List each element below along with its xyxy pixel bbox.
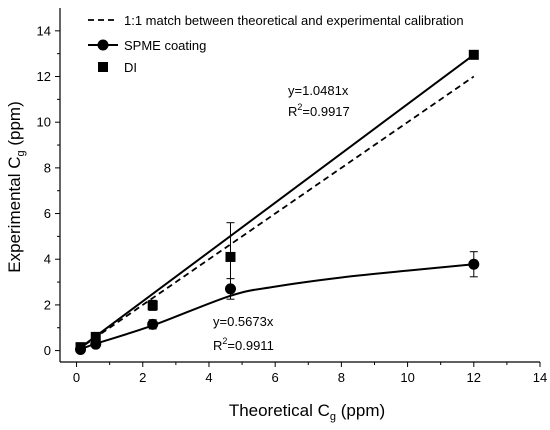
y-tick-label: 10 bbox=[37, 115, 51, 130]
spme-point bbox=[147, 318, 159, 330]
spme-point bbox=[224, 283, 236, 295]
di-point bbox=[225, 251, 236, 262]
x-tick-label: 2 bbox=[139, 370, 146, 385]
y-axis-title: Experimental Cg (ppm) bbox=[5, 101, 27, 272]
annotation-spme-fit: y=0.5673x R2=0.9911 bbox=[213, 314, 274, 353]
x-tick-label: 12 bbox=[467, 370, 481, 385]
annotation-di-r2-prefix: R bbox=[288, 104, 297, 119]
x-tick-label: 4 bbox=[205, 370, 212, 385]
spme-point bbox=[468, 258, 480, 270]
x-tick-label: 8 bbox=[338, 370, 345, 385]
y-axis-title-unit: (ppm) bbox=[5, 101, 24, 150]
annotation-di-fit: y=1.0481x R2=0.9917 bbox=[288, 83, 350, 119]
y-tick-label: 14 bbox=[37, 23, 51, 38]
x-axis-title-unit: (ppm) bbox=[336, 401, 385, 420]
y-tick-label: 12 bbox=[37, 69, 51, 84]
annotation-spme-r2: R2=0.9911 bbox=[213, 336, 274, 353]
plot-area: 0 2 4 6 8 10 12 14 0 2 4 6 8 10 12 14 bbox=[37, 8, 547, 385]
annotation-spme-r2-sup: 2 bbox=[222, 336, 227, 346]
legend: 1:1 match between theoretical and experi… bbox=[88, 13, 464, 75]
legend-label-spme: SPME coating bbox=[124, 38, 206, 53]
annotation-spme-r2-value: =0.9911 bbox=[227, 338, 273, 353]
di-point bbox=[90, 331, 101, 342]
y-axis-title-main: Experimental C bbox=[5, 157, 24, 273]
legend-swatch-di-marker bbox=[98, 62, 108, 72]
y-tick-label: 8 bbox=[44, 160, 51, 175]
spme-point bbox=[90, 338, 102, 350]
legend-swatch-spme-marker bbox=[97, 39, 109, 51]
y-tick-label: 6 bbox=[44, 206, 51, 221]
di-point bbox=[147, 300, 158, 311]
x-tick-label: 10 bbox=[400, 370, 414, 385]
annotation-spme-r2-prefix: R bbox=[213, 338, 222, 353]
x-tick-label: 14 bbox=[533, 370, 547, 385]
y-tick-label: 4 bbox=[44, 252, 51, 267]
di-point bbox=[468, 49, 479, 60]
annotation-di-r2-value: =0.9917 bbox=[302, 104, 349, 119]
spme-fit-curve bbox=[80, 263, 474, 351]
x-axis-title-main: Theoretical C bbox=[229, 401, 330, 420]
di-fit-line bbox=[75, 54, 475, 352]
y-tick-label: 2 bbox=[44, 297, 51, 312]
annotation-spme-equation: y=0.5673x bbox=[213, 314, 274, 329]
annotation-di-r2-sup: 2 bbox=[297, 102, 302, 112]
annotation-di-r2: R2=0.9917 bbox=[288, 102, 350, 119]
y-axis-title-sub: g bbox=[15, 150, 27, 156]
spme-point bbox=[75, 343, 87, 355]
x-axis-title-sub: g bbox=[330, 411, 336, 423]
y-tick-label: 0 bbox=[44, 343, 51, 358]
x-tick-label: 0 bbox=[73, 370, 80, 385]
reference-line-1to1 bbox=[76, 75, 475, 352]
x-axis-title: Theoretical Cg (ppm) bbox=[229, 401, 385, 423]
x-tick-label: 6 bbox=[272, 370, 279, 385]
annotation-di-equation: y=1.0481x bbox=[288, 83, 349, 98]
legend-label-di: DI bbox=[124, 60, 137, 75]
legend-label-ref: 1:1 match between theoretical and experi… bbox=[124, 13, 464, 28]
